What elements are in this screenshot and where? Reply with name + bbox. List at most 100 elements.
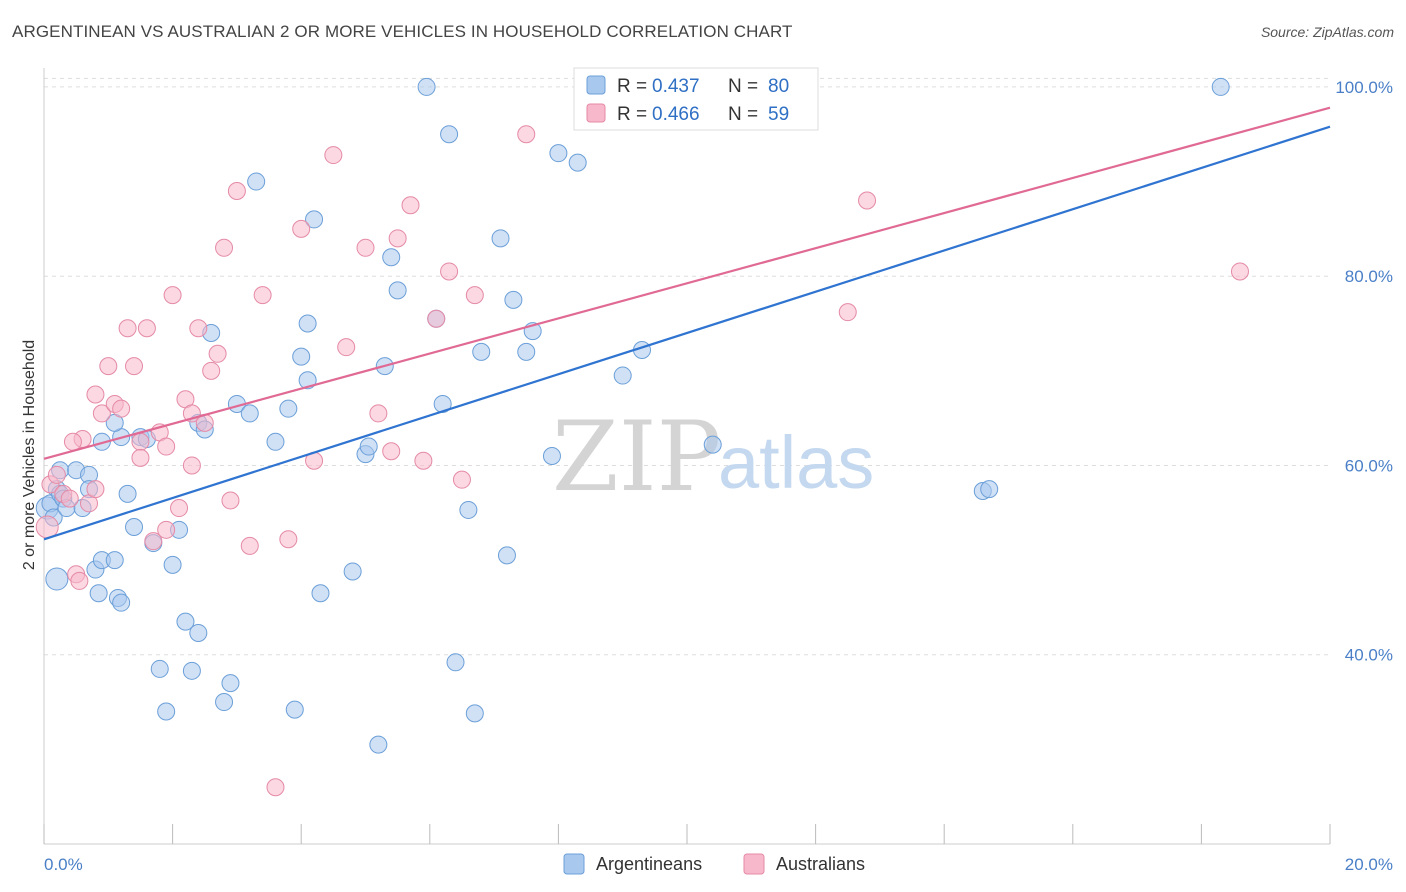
point-australians-53 [1230,262,1249,281]
point-argentineans-53 [417,77,436,96]
point-argentineans-75 [1211,77,1230,96]
point-australians-29 [215,238,234,257]
stats-n-label-2: N = [728,104,758,125]
point-argentineans-58 [459,500,478,519]
point-argentineans-72 [703,435,722,454]
point-australians-2 [47,465,66,484]
point-argentineans-56 [440,125,459,144]
point-australians-34 [266,778,285,797]
watermark-atlas: atlas [718,421,874,504]
point-australians-45 [414,451,433,470]
y-tick-label-2: 80.0% [1345,267,1393,286]
point-australians-6 [70,571,89,590]
y-tick-label-0: 40.0% [1345,646,1393,665]
point-australians-49 [465,286,484,305]
point-australians-40 [356,238,375,257]
y-tick-label-3: 100.0% [1335,78,1393,97]
point-australians-41 [369,404,388,423]
trend-lines [43,106,1331,541]
point-argentineans-64 [517,342,536,361]
point-argentineans-57 [446,653,465,672]
y-axis-title: 2 or more Vehicles in Household [21,340,38,570]
x-axis-ticks [43,824,1331,844]
point-argentineans-74 [980,480,999,499]
point-australians-27 [202,361,221,380]
point-argentineans-38 [247,172,266,191]
stats-swatch-australians [586,103,606,123]
point-argentineans-68 [568,153,587,172]
stats-r-value-1: 0.437 [652,76,700,97]
point-australians-15 [125,357,144,376]
point-australians-11 [99,357,118,376]
legend-swatch-argentineans [563,853,585,875]
legend: Argentineans Australians [563,853,865,875]
point-argentineans-67 [549,144,568,163]
point-australians-31 [227,182,246,201]
scatter-points [35,77,1249,797]
x-tick-label-0: 0.0% [44,855,83,874]
stats-r-label-1: R = [617,76,647,97]
point-australians-32 [240,536,259,555]
legend-swatch-australians [743,853,765,875]
point-australians-55 [86,480,105,499]
point-argentineans-8 [45,567,69,591]
point-australians-35 [279,530,298,549]
point-argentineans-45 [311,584,330,603]
point-australians-52 [858,191,877,210]
point-australians-42 [382,442,401,461]
point-argentineans-52 [388,281,407,300]
point-australians-20 [157,437,176,456]
point-argentineans-66 [542,447,561,465]
point-argentineans-27 [182,661,201,680]
point-australians-44 [401,196,420,215]
trend-line-argentineans [43,125,1331,541]
point-australians-58 [63,432,82,451]
stats-n-value-1: 80 [768,76,789,97]
point-australians-4 [60,489,79,508]
point-argentineans-61 [491,229,510,248]
point-australians-22 [170,499,189,518]
watermark-zip: ZIP [552,401,721,513]
point-argentineans-37 [240,404,259,423]
point-argentineans-79 [298,314,317,333]
point-argentineans-39 [266,432,285,451]
point-argentineans-28 [189,623,208,642]
point-argentineans-70 [613,366,632,385]
point-argentineans-60 [472,342,491,361]
point-argentineans-17 [118,484,137,503]
point-argentineans-40 [279,399,298,418]
stats-r-label-2: R = [617,104,647,125]
point-argentineans-62 [497,546,516,565]
point-australians-33 [253,286,272,305]
point-australians-30 [221,491,240,510]
point-australians-39 [337,338,356,357]
point-argentineans-19 [125,517,144,536]
point-australians-17 [137,319,156,338]
point-argentineans-13 [89,584,108,603]
point-argentineans-43 [298,371,317,390]
point-argentineans-76 [112,593,131,612]
legend-label-australians: Australians [776,854,865,874]
watermark: ZIP atlas [552,401,874,513]
point-australians-56 [131,448,150,467]
source-credit: Source: ZipAtlas.com [1260,24,1394,40]
trend-line-australians [43,106,1331,460]
point-australians-47 [440,262,459,281]
point-australians-51 [838,303,857,322]
point-argentineans-23 [157,702,176,721]
point-australians-18 [144,532,163,551]
stats-r-value-2: 0.466 [652,104,700,125]
stats-box: R = 0.437 N = 80 R = 0.466 N = 59 [573,67,819,131]
point-australians-10 [92,404,111,423]
point-australians-16 [131,432,150,451]
x-tick-label-1: 20.0% [1345,855,1393,874]
point-argentineans-42 [292,347,311,366]
series-australians [35,125,1249,797]
point-australians-46 [427,309,446,328]
gridlines [44,77,1330,656]
point-australians-54 [157,520,176,539]
chart-title: ARGENTINEAN VS AUSTRALIAN 2 OR MORE VEHI… [12,22,793,41]
point-argentineans-15 [105,551,124,570]
stats-n-value-2: 59 [768,104,789,125]
